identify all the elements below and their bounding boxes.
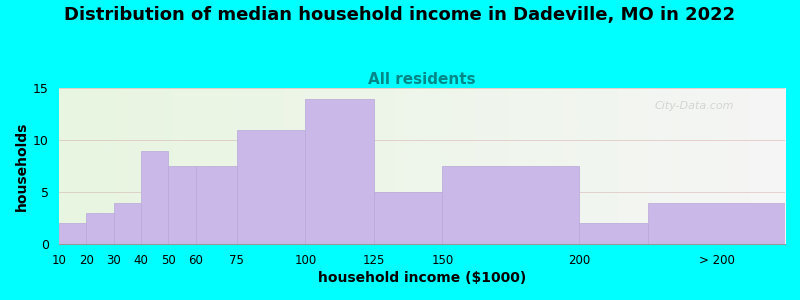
Bar [141,151,168,244]
Bar [442,166,579,244]
Bar [86,213,114,244]
Bar [306,99,374,244]
Bar [237,130,306,244]
Bar [648,202,785,244]
X-axis label: household income ($1000): household income ($1000) [318,271,526,285]
Title: All residents: All residents [368,72,476,87]
Bar [579,223,648,244]
Bar [374,192,442,244]
Bar [196,166,237,244]
Bar [168,166,196,244]
Text: City-Data.com: City-Data.com [654,100,734,111]
Y-axis label: households: households [15,122,29,211]
Text: Distribution of median household income in Dadeville, MO in 2022: Distribution of median household income … [65,6,735,24]
Bar [58,223,86,244]
Bar [114,202,141,244]
